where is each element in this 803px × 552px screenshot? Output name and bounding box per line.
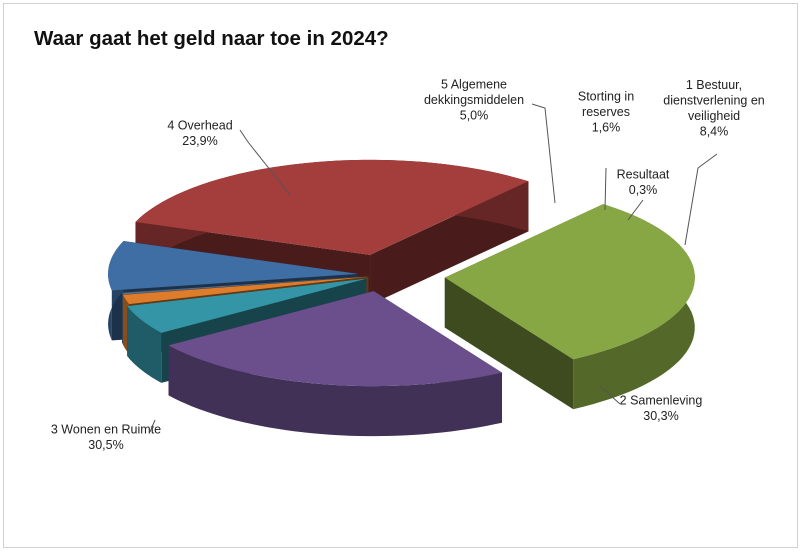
slice-name-label: veiligheid xyxy=(688,109,740,123)
chart-title: Waar gaat het geld naar toe in 2024? xyxy=(34,27,389,50)
leader-line xyxy=(531,103,556,204)
leader-line xyxy=(149,419,156,433)
leader-line xyxy=(684,153,718,246)
slice-label-1: 1 Bestuur, dienstverlening en veiligheid 8,… xyxy=(663,78,765,139)
leader-line xyxy=(239,129,291,196)
slice-top-face xyxy=(444,204,695,360)
slice-name-label: 5 Algemene xyxy=(441,78,507,92)
slice-outer-wall xyxy=(122,292,123,345)
slice-side-face xyxy=(444,277,574,410)
slice-value-label: 5,0% xyxy=(460,109,489,123)
slice-name-label: Storting in xyxy=(578,90,634,104)
slice-label-2: 2 Samenleving 30,3% xyxy=(620,393,703,423)
slice-name-label: reserves xyxy=(582,105,630,119)
slice-name-label: 2 Samenleving xyxy=(620,393,703,407)
slice-label-7: Resultaat 0,3% xyxy=(617,167,670,197)
slice-value-label: 23,9% xyxy=(182,134,217,148)
leader-line xyxy=(627,199,644,221)
pie-slice-4 xyxy=(168,291,503,437)
slice-top-face xyxy=(108,241,359,291)
slice-top-face xyxy=(168,291,502,387)
slice-outer-wall xyxy=(127,306,162,383)
slice-value-label: 1,6% xyxy=(592,121,621,135)
slice-top-face xyxy=(123,276,369,305)
slice-name-label: 4 Overhead xyxy=(167,118,232,132)
slice-name-label: 3 Wonen en Ruimte xyxy=(51,422,161,436)
pie-slice-3 xyxy=(444,204,695,410)
slice-side-face xyxy=(127,278,367,357)
slice-top-face xyxy=(127,278,367,333)
slice-label-3: 3 Wonen en Ruimte 30,5% xyxy=(51,422,161,452)
slice-outer-wall xyxy=(168,345,502,437)
slice-label-6: Storting in reserves 1,6% xyxy=(578,90,634,135)
slice-value-label: 30,5% xyxy=(88,438,123,452)
leader-line xyxy=(604,167,607,211)
slice-value-label: 30,3% xyxy=(643,409,678,423)
slice-name-label: 1 Bestuur, xyxy=(686,78,742,92)
leader-line xyxy=(599,385,621,405)
slice-name-label: Resultaat xyxy=(617,167,670,181)
slice-label-4: 4 Overhead 23,9% xyxy=(167,118,232,148)
slice-name-label: dienstverlening en xyxy=(663,93,765,107)
slice-name-label: dekkingsmiddelen xyxy=(424,93,524,107)
slice-top-face xyxy=(135,159,529,255)
slice-top-face xyxy=(122,276,369,295)
slice-value-label: 0,3% xyxy=(629,183,658,197)
slice-label-5: 5 Algemene dekkingsmiddelen 5,0% xyxy=(424,78,524,123)
slice-value-label: 8,4% xyxy=(700,124,729,138)
